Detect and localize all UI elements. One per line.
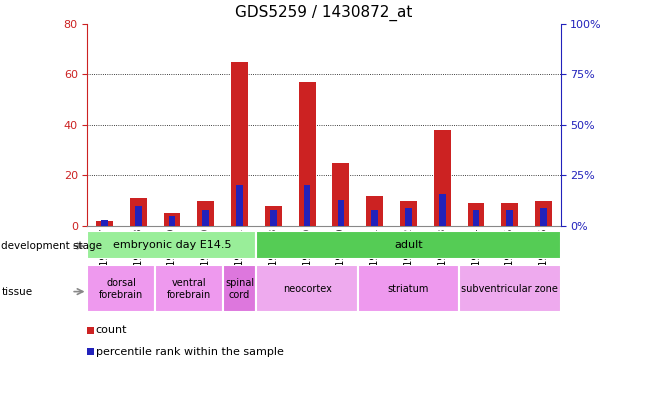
Bar — [231, 62, 248, 226]
Bar — [135, 206, 141, 226]
Bar — [197, 201, 214, 226]
Bar — [371, 210, 378, 226]
Title: GDS5259 / 1430872_at: GDS5259 / 1430872_at — [235, 5, 413, 21]
Bar — [265, 206, 282, 226]
Bar — [434, 130, 451, 226]
Bar — [223, 265, 257, 312]
Text: dorsal
forebrain: dorsal forebrain — [99, 278, 143, 299]
Text: development stage: development stage — [1, 241, 102, 251]
Text: embryonic day E14.5: embryonic day E14.5 — [113, 240, 231, 250]
Bar — [400, 201, 417, 226]
Bar — [257, 265, 358, 312]
Text: count: count — [96, 325, 127, 335]
Text: subventricular zone: subventricular zone — [461, 284, 559, 294]
Bar — [270, 210, 277, 226]
Bar — [332, 163, 349, 226]
Bar — [439, 194, 446, 226]
Bar — [459, 265, 561, 312]
Bar — [405, 208, 412, 226]
Bar — [257, 231, 561, 259]
Text: adult: adult — [394, 240, 422, 250]
Bar — [155, 265, 223, 312]
Bar — [236, 185, 243, 226]
Bar — [87, 327, 95, 334]
Bar — [101, 220, 108, 226]
Bar — [87, 265, 155, 312]
Text: tissue: tissue — [1, 286, 32, 297]
Text: percentile rank within the sample: percentile rank within the sample — [96, 347, 284, 357]
Text: spinal
cord: spinal cord — [225, 278, 254, 299]
Bar — [338, 200, 344, 226]
Bar — [299, 82, 316, 226]
Bar — [502, 203, 518, 226]
Text: ventral
forebrain: ventral forebrain — [167, 278, 211, 299]
Bar — [472, 210, 480, 226]
Bar — [168, 216, 176, 226]
Text: striatum: striatum — [388, 284, 429, 294]
Bar — [540, 208, 547, 226]
Bar — [130, 198, 146, 226]
Bar — [507, 210, 513, 226]
Bar — [358, 265, 459, 312]
Bar — [202, 210, 209, 226]
Bar — [163, 213, 180, 226]
Bar — [96, 221, 113, 226]
Bar — [304, 185, 310, 226]
Text: neocortex: neocortex — [283, 284, 332, 294]
Bar — [468, 203, 485, 226]
Bar — [366, 196, 383, 226]
Bar — [87, 231, 257, 259]
Bar — [87, 348, 95, 355]
Bar — [535, 201, 552, 226]
